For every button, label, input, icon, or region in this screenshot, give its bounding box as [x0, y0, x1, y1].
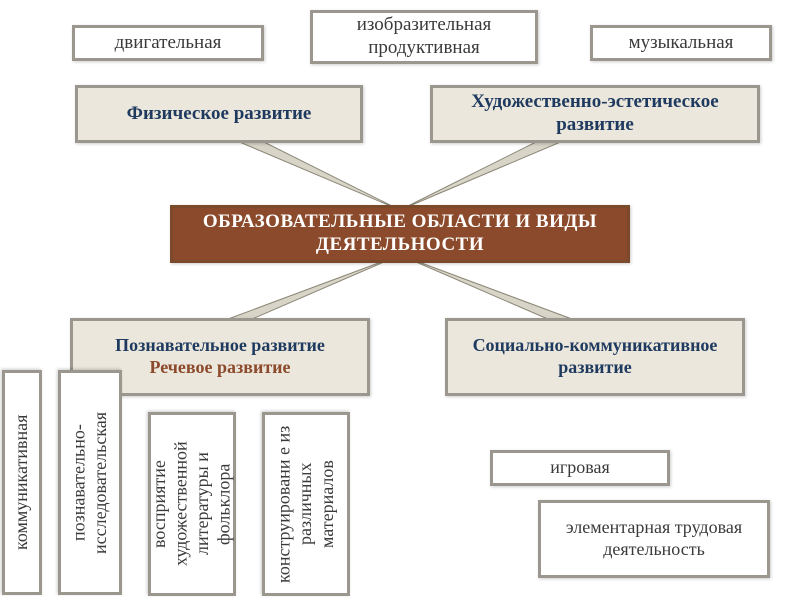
box-communicative: коммуникативная [2, 370, 42, 595]
label: двигательная [115, 32, 222, 55]
label: конструировани е из различных материалов [274, 423, 339, 585]
box-literature: восприятие художественной литературы и ф… [148, 412, 236, 596]
box-physical: Физическое развитие [75, 85, 363, 143]
box-center: ОБРАЗОВАТЕЛЬНЫЕ ОБЛАСТИ И ВИДЫ ДЕЯТЕЛЬНО… [170, 205, 630, 263]
label: изобразительная продуктивная [321, 14, 527, 60]
label-line2: Речевое развитие [149, 357, 290, 379]
box-construction: конструировани е из различных материалов [262, 412, 350, 596]
box-artistic: Художественно-эстетическое развитие [430, 85, 760, 143]
label: коммуникативная [11, 415, 33, 550]
box-social: Социально-коммуникативное развитие [445, 318, 745, 396]
box-motor: двигательная [72, 25, 264, 61]
label: познавательно-исследовательская [68, 381, 111, 584]
box-play: игровая [490, 450, 670, 486]
label: Художественно-эстетическое развитие [441, 91, 749, 137]
box-labor: элементарная трудовая деятельность [538, 500, 770, 578]
label: элементарная трудовая деятельность [549, 517, 759, 560]
label-line1: Познавательное развитие [115, 335, 325, 357]
label: Физическое развитие [127, 103, 312, 126]
box-visual: изобразительная продуктивная [310, 10, 538, 64]
box-musical: музыкальная [590, 25, 772, 61]
label: музыкальная [629, 32, 734, 55]
label: игровая [550, 457, 610, 479]
label: восприятие художественной литературы и ф… [149, 423, 235, 585]
label: Социально-коммуникативное развитие [456, 335, 734, 378]
label: ОБРАЗОВАТЕЛЬНЫЕ ОБЛАСТИ И ВИДЫ ДЕЯТЕЛЬНО… [181, 211, 619, 257]
box-research: познавательно-исследовательская [58, 370, 122, 595]
